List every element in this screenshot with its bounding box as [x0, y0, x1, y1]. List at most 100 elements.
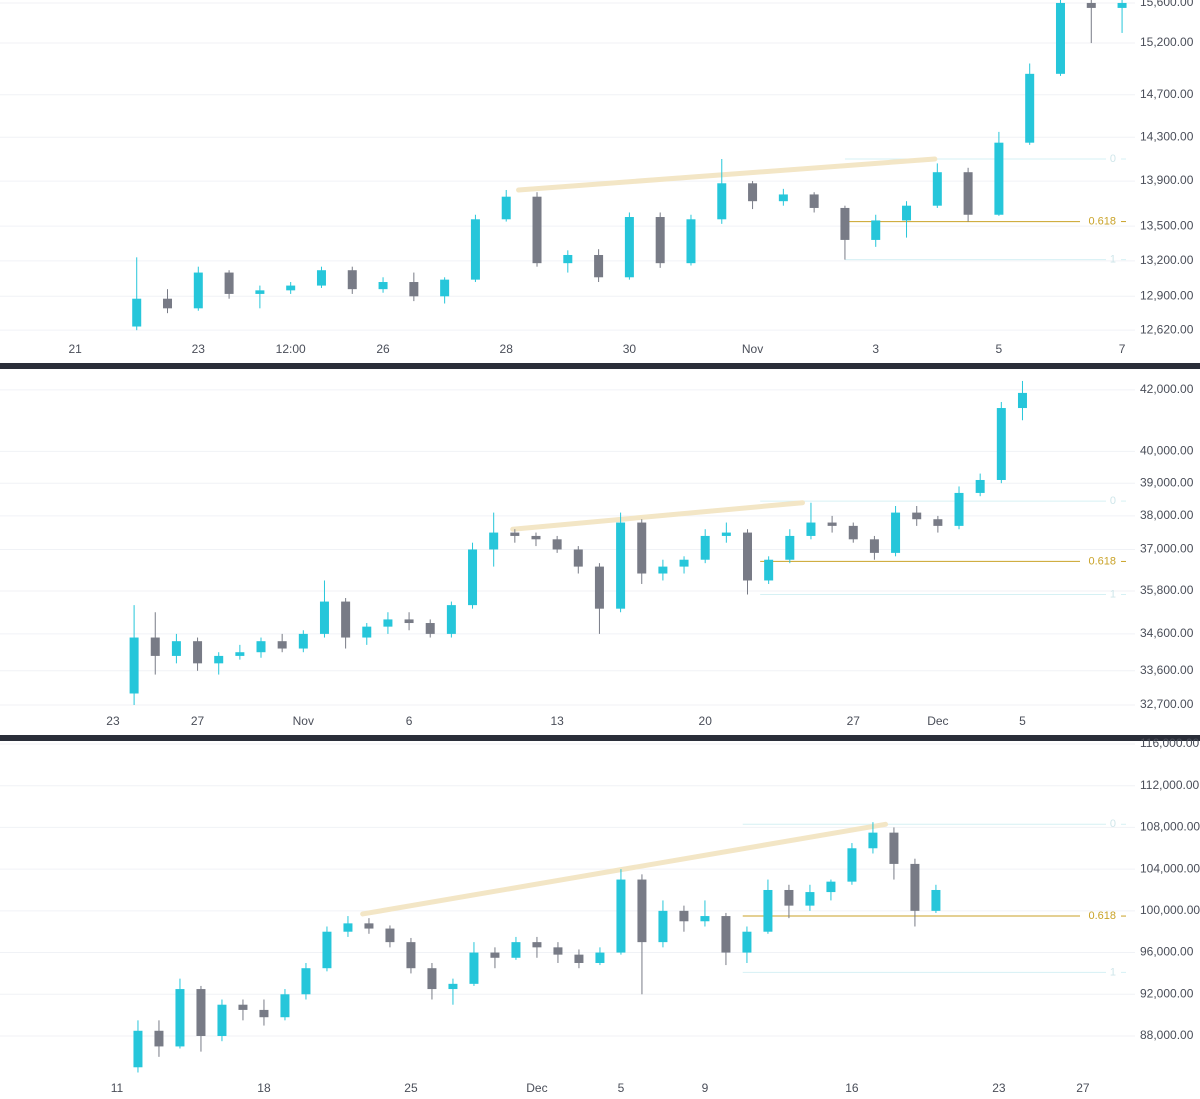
candle-body	[912, 512, 922, 520]
candle-body	[425, 623, 435, 634]
y-tick-label: 40,000.00	[1140, 444, 1194, 458]
candle-body	[364, 923, 374, 929]
panel-divider	[0, 735, 1200, 741]
candle-body	[721, 916, 731, 953]
candle-body	[994, 142, 1004, 215]
fib-level-label: 0.618	[1088, 215, 1116, 227]
candle-body	[594, 566, 604, 609]
fib-level-label: 1	[1110, 254, 1116, 266]
plot-area	[0, 380, 1135, 706]
candle-body	[470, 219, 480, 280]
candle-body	[171, 641, 181, 656]
chart-panel: 12,620.00 12,900.00 13,200.00 13,500.00 13,9…	[0, 0, 1194, 356]
candle-body	[553, 947, 563, 955]
y-tick-label: 12,900.00	[1140, 288, 1194, 302]
candle-body	[902, 205, 912, 221]
candle-body	[1055, 2, 1065, 74]
candle-body	[404, 619, 414, 624]
y-tick-label: 37,000.00	[1140, 542, 1194, 556]
candle-body	[891, 512, 901, 553]
x-tick-label: 21	[68, 342, 82, 356]
x-tick-label: 9	[702, 1081, 709, 1095]
candle-body	[150, 637, 160, 656]
candle-body	[889, 832, 899, 864]
trend-line	[510, 500, 805, 532]
candle-body	[563, 254, 573, 264]
candle-body	[343, 923, 353, 932]
candle-body	[286, 285, 296, 291]
y-tick-label: 104,000.00	[1140, 861, 1200, 875]
candle-body	[347, 270, 357, 290]
candle-body	[679, 559, 689, 567]
candle-body	[129, 637, 139, 694]
candle-body	[624, 217, 634, 278]
candle-body	[827, 522, 837, 526]
candle-body	[511, 942, 521, 958]
y-tick-label: 42,000.00	[1140, 382, 1194, 396]
candle-body	[868, 832, 878, 849]
plot-area	[0, 743, 1135, 1073]
candle-body	[532, 942, 542, 948]
x-tick-label: 27	[1076, 1081, 1090, 1095]
candle-body	[848, 525, 858, 540]
x-tick-label: 11	[111, 1081, 124, 1095]
candle-body	[196, 989, 206, 1036]
candle-body	[700, 916, 710, 922]
candle-body	[932, 172, 942, 206]
x-tick-label: 5	[996, 342, 1003, 356]
candle-body	[427, 968, 437, 990]
candle-body	[298, 633, 308, 649]
trend-line	[360, 821, 889, 917]
candle-body	[322, 931, 332, 969]
y-tick-label: 14,700.00	[1140, 87, 1194, 101]
chart-panel: 88,000.00 92,000.00 96,000.00 100,000.00 104…	[0, 736, 1200, 1095]
candle-body	[259, 1009, 269, 1018]
candle-body	[448, 983, 458, 990]
candle-body	[637, 879, 647, 943]
x-tick-label: Nov	[742, 342, 763, 356]
candle-body	[341, 601, 351, 638]
y-tick-label: 88,000.00	[1140, 1028, 1194, 1042]
candle-body	[214, 655, 224, 664]
candle-body	[764, 559, 774, 581]
candle-body	[531, 535, 541, 540]
y-tick-label: 112,000.00	[1140, 778, 1199, 792]
x-tick-label: 18	[257, 1081, 271, 1095]
candle-body	[501, 196, 511, 220]
candle-body	[658, 566, 668, 574]
candle-body	[717, 183, 727, 220]
candle-body	[469, 952, 479, 984]
candle-body	[963, 172, 973, 215]
candle-body	[573, 549, 583, 567]
candle-body	[826, 881, 836, 893]
candle-body	[809, 194, 819, 208]
x-tick-label: 23	[192, 342, 206, 356]
fib-level-label: 0	[1110, 153, 1116, 165]
x-tick-label: 20	[699, 714, 713, 728]
candle-body	[532, 196, 542, 264]
candle-body	[806, 522, 816, 536]
y-tick-label: 92,000.00	[1140, 986, 1194, 1000]
x-tick-label: 12:00	[276, 342, 306, 356]
candle-body	[840, 207, 850, 240]
candle-body	[748, 183, 758, 202]
x-tick-label: 16	[845, 1081, 859, 1095]
y-tick-label: 13,200.00	[1140, 253, 1194, 267]
y-tick-label: 108,000.00	[1140, 820, 1200, 834]
candle-body	[975, 479, 985, 493]
x-tick-label: Dec	[526, 1081, 547, 1095]
fib-level-label: 1	[1110, 588, 1116, 600]
fib-level-label: 0	[1110, 495, 1116, 507]
candle-body	[510, 532, 520, 536]
candle-body	[595, 952, 605, 963]
fib-level-label: 0	[1110, 818, 1116, 830]
candle-body	[700, 535, 710, 560]
y-tick-label: 15,200.00	[1140, 35, 1194, 49]
x-tick-label: 7	[1119, 342, 1126, 356]
candle-body	[910, 863, 920, 911]
candle-body	[406, 942, 416, 969]
candle-body	[871, 220, 881, 240]
candle-body	[163, 298, 173, 309]
candle-body	[319, 601, 329, 634]
